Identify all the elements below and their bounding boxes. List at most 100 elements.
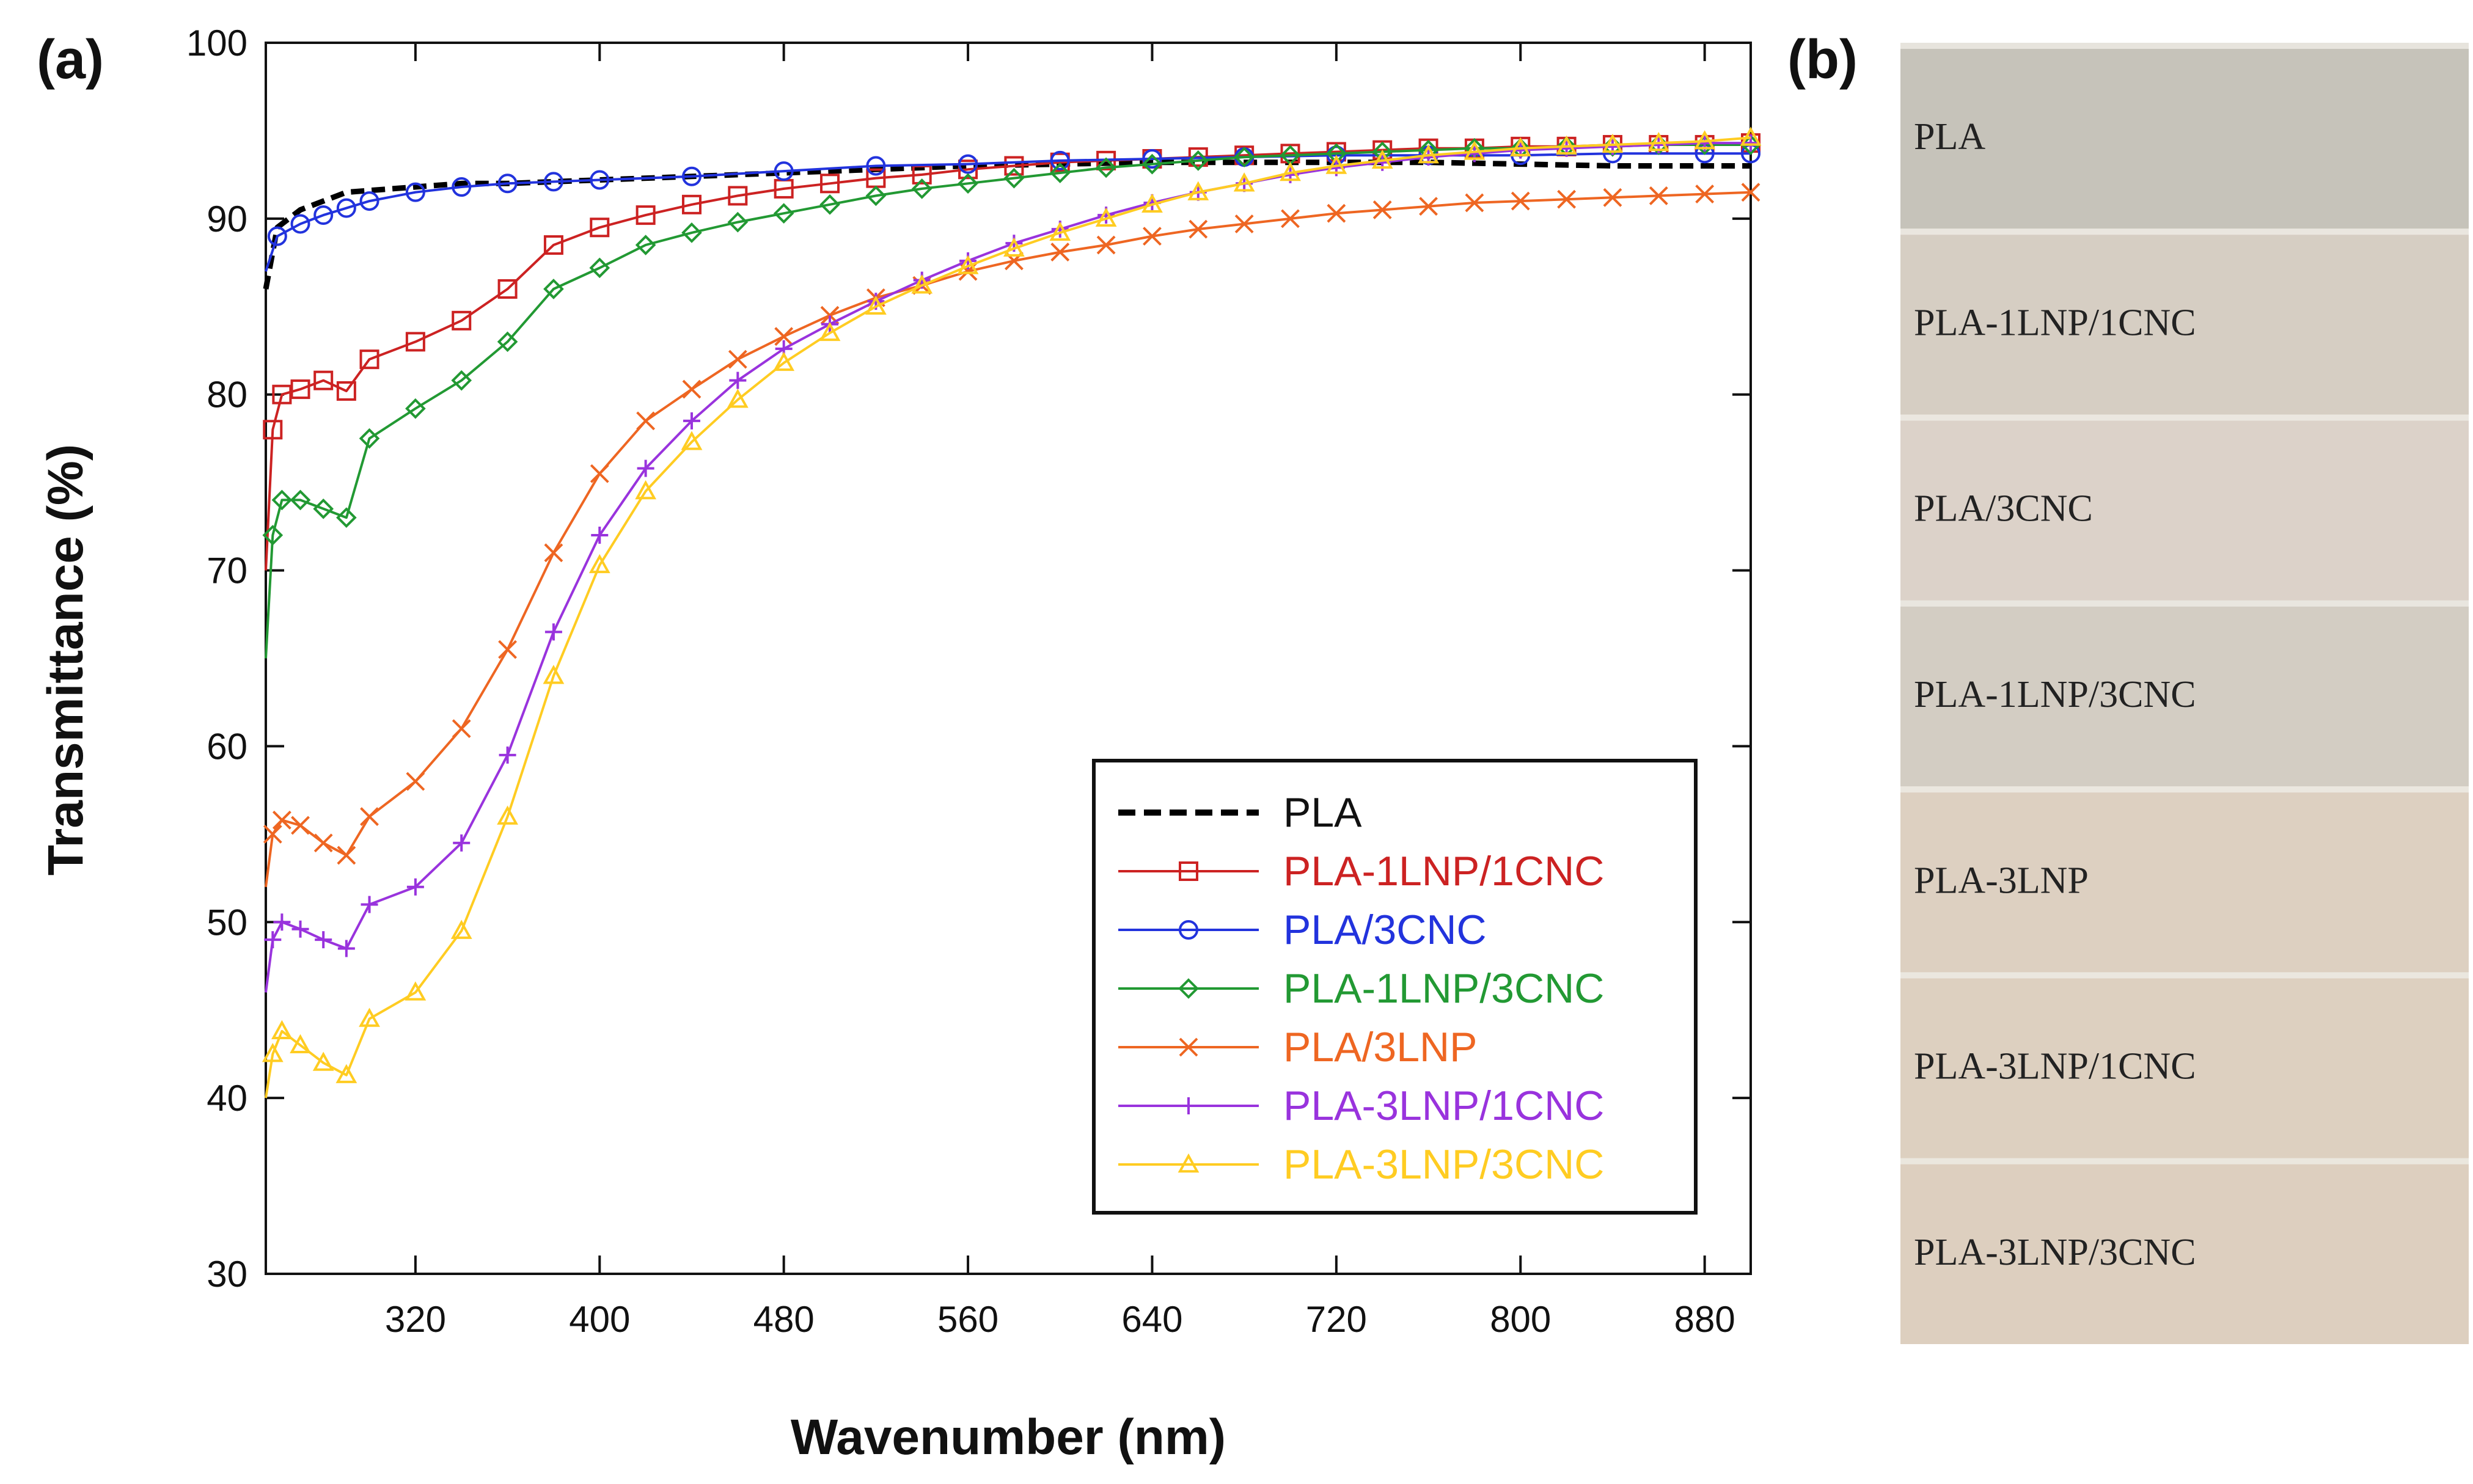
data-point-pla-3lnp-3cnc <box>450 919 472 939</box>
data-point-pla-3cnc <box>452 177 472 197</box>
series-line-pla-3lnp-3cnc <box>265 136 1751 1098</box>
data-point-pla-3lnp-3cnc <box>727 389 749 408</box>
data-point-pla-3cnc <box>405 182 425 202</box>
data-point-pla-3cnc <box>958 154 978 174</box>
data-point-pla-3lnp-3cnc <box>1694 130 1716 150</box>
legend-label: PLA-1LNP/1CNC <box>1283 848 1604 894</box>
data-point-pla-3cnc <box>359 191 379 211</box>
x-tick-label: 480 <box>753 1299 815 1340</box>
data-point-pla-1lnp-1cnc <box>497 279 518 299</box>
x-tick-label: 800 <box>1490 1299 1551 1340</box>
data-point-pla-1lnp-1cnc <box>359 349 379 370</box>
data-point-pla-3lnp <box>1096 235 1116 255</box>
data-point-pla-3cnc <box>267 226 287 246</box>
sample-strip-pla-3lnp-1cnc: PLA-3LNP/1CNC <box>1900 972 2469 1158</box>
legend-entry-pla-3lnp-1cnc: PLA-3LNP/1CNC <box>1118 1083 1604 1129</box>
data-point-pla-3lnp-3cnc <box>1003 237 1025 257</box>
sample-strip-fill <box>1900 1158 2469 1344</box>
data-point-pla-1lnp-1cnc <box>728 186 748 206</box>
sample-strip-fill <box>1900 786 2469 973</box>
data-point-pla-3cnc <box>1142 148 1162 169</box>
data-point-pla-1lnp-3cnc <box>911 178 932 199</box>
sample-strip-edge <box>1900 972 2469 979</box>
legend-entry-pla: PLA <box>1118 789 1362 836</box>
data-point-pla-3lnp <box>1327 203 1346 223</box>
data-point-pla-3lnp <box>1649 186 1668 205</box>
legend-label: PLA-3LNP/1CNC <box>1283 1083 1604 1129</box>
data-point-pla-3lnp-3cnc <box>1233 172 1255 192</box>
data-point-pla-1lnp-1cnc <box>263 420 283 440</box>
data-point-pla-1lnp-3cnc <box>1096 157 1116 178</box>
transmittance-chart: 320 400 480 560 640 720 800 880 30 40 50 60 70 80 90 10… <box>38 23 1762 1465</box>
x-tick-label: 880 <box>1674 1299 1735 1340</box>
data-point-pla-3lnp <box>406 772 425 791</box>
data-point-pla-3lnp-3cnc <box>543 665 565 684</box>
data-point-pla-3lnp-1cnc <box>637 459 654 477</box>
sample-strip-edge <box>1900 414 2469 421</box>
sample-label: PLA-3LNP/1CNC <box>1914 1046 2196 1087</box>
sample-strip-edge <box>1900 228 2469 235</box>
data-point-pla-1lnp-1cnc <box>336 381 356 401</box>
data-point-pla-3lnp <box>1603 188 1622 207</box>
x-tick-label: 400 <box>569 1299 630 1340</box>
data-point-pla-3lnp <box>1695 185 1715 203</box>
data-point-pla-3lnp <box>498 640 517 659</box>
data-point-pla-1lnp-3cnc <box>290 489 311 511</box>
data-point-pla-3lnp-1cnc <box>291 920 309 938</box>
data-point-pla-3lnp <box>590 464 609 483</box>
data-point-pla-1lnp-1cnc <box>313 370 334 390</box>
data-point-pla-1lnp-1cnc <box>1004 156 1024 176</box>
x-tick-label: 320 <box>385 1299 446 1340</box>
data-point-pla-3lnp-1cnc <box>1742 134 1759 152</box>
data-point-pla-3lnp-1cnc <box>406 878 424 896</box>
data-point-pla-3lnp-3cnc <box>635 480 657 500</box>
data-point-pla-3lnp-3cnc <box>1325 155 1347 174</box>
legend-swatch-marker <box>1179 1037 1198 1057</box>
data-point-pla-3lnp-3cnc <box>290 1034 311 1053</box>
sample-label: PLA-3LNP <box>1914 860 2089 901</box>
data-point-pla-1lnp-1cnc <box>958 159 978 180</box>
panel-a-label: (a) <box>37 29 104 90</box>
data-point-pla-3lnp <box>263 824 282 844</box>
data-point-pla-3lnp-3cnc <box>1280 161 1301 181</box>
data-point-pla-3lnp-3cnc <box>1464 141 1486 160</box>
data-point-pla-1lnp-3cnc <box>497 331 518 353</box>
sample-label: PLA/3CNC <box>1914 488 2093 530</box>
sample-strips-photo: PLA PLA-1LNP/1CNC PLA/3CNC PLA-1LNP/3CNC PLA… <box>1900 43 2469 1344</box>
sample-label: PLA <box>1914 116 1985 158</box>
legend-entry-pla-1lnp-3cnc: PLA-1LNP/3CNC <box>1118 965 1604 1012</box>
data-point-pla-3lnp-3cnc <box>1049 221 1071 241</box>
data-point-pla-3lnp-1cnc <box>273 913 291 931</box>
data-point-pla-3lnp-3cnc <box>1509 137 1531 156</box>
data-point-pla-1lnp-1cnc <box>820 174 840 194</box>
data-point-pla-1lnp-3cnc <box>773 203 794 224</box>
y-tick-label: 60 <box>207 726 247 767</box>
data-point-pla-3lnp <box>452 719 471 739</box>
data-point-pla-3lnp <box>1372 200 1392 219</box>
data-point-pla-3lnp <box>1419 197 1438 216</box>
legend-entry-pla-3cnc: PLA/3CNC <box>1118 907 1487 953</box>
chart-legend: PLA PLA-1LNP/1CNC PLA/3CNC PLA-1LNP/3CNC PLA… <box>1092 759 1698 1215</box>
data-point-pla-3cnc <box>290 214 310 234</box>
data-point-pla-3cnc <box>774 161 794 181</box>
data-point-pla-1lnp-3cnc <box>405 398 426 419</box>
data-point-pla-1lnp-3cnc <box>1049 163 1071 183</box>
data-point-pla-1lnp-1cnc <box>405 332 425 352</box>
data-point-pla-3lnp-3cnc <box>681 431 703 450</box>
data-point-pla-1lnp-3cnc <box>681 222 702 243</box>
data-point-pla-3lnp-1cnc <box>544 623 562 641</box>
axis-ticks: 320 400 480 560 640 720 800 880 30 40 50 60 70 80 90 10… <box>186 23 1751 1340</box>
data-point-pla-3lnp-1cnc <box>729 371 747 389</box>
data-point-pla-1lnp-3cnc <box>819 194 840 215</box>
data-point-pla-3lnp-1cnc <box>361 896 378 913</box>
data-point-pla-3lnp-3cnc <box>1740 126 1762 146</box>
data-point-pla-1lnp-3cnc <box>635 235 656 255</box>
legend-swatch-marker <box>1180 1097 1197 1114</box>
legend-label: PLA-3LNP/3CNC <box>1283 1141 1604 1188</box>
sample-strip-edge <box>1900 1158 2469 1164</box>
data-point-pla-3lnp <box>313 833 333 853</box>
legend-swatch-marker <box>1179 920 1198 940</box>
data-point-pla-3lnp-1cnc <box>315 931 332 949</box>
data-point-pla-3lnp <box>337 846 356 865</box>
data-point-pla-3lnp-3cnc <box>1556 135 1578 155</box>
